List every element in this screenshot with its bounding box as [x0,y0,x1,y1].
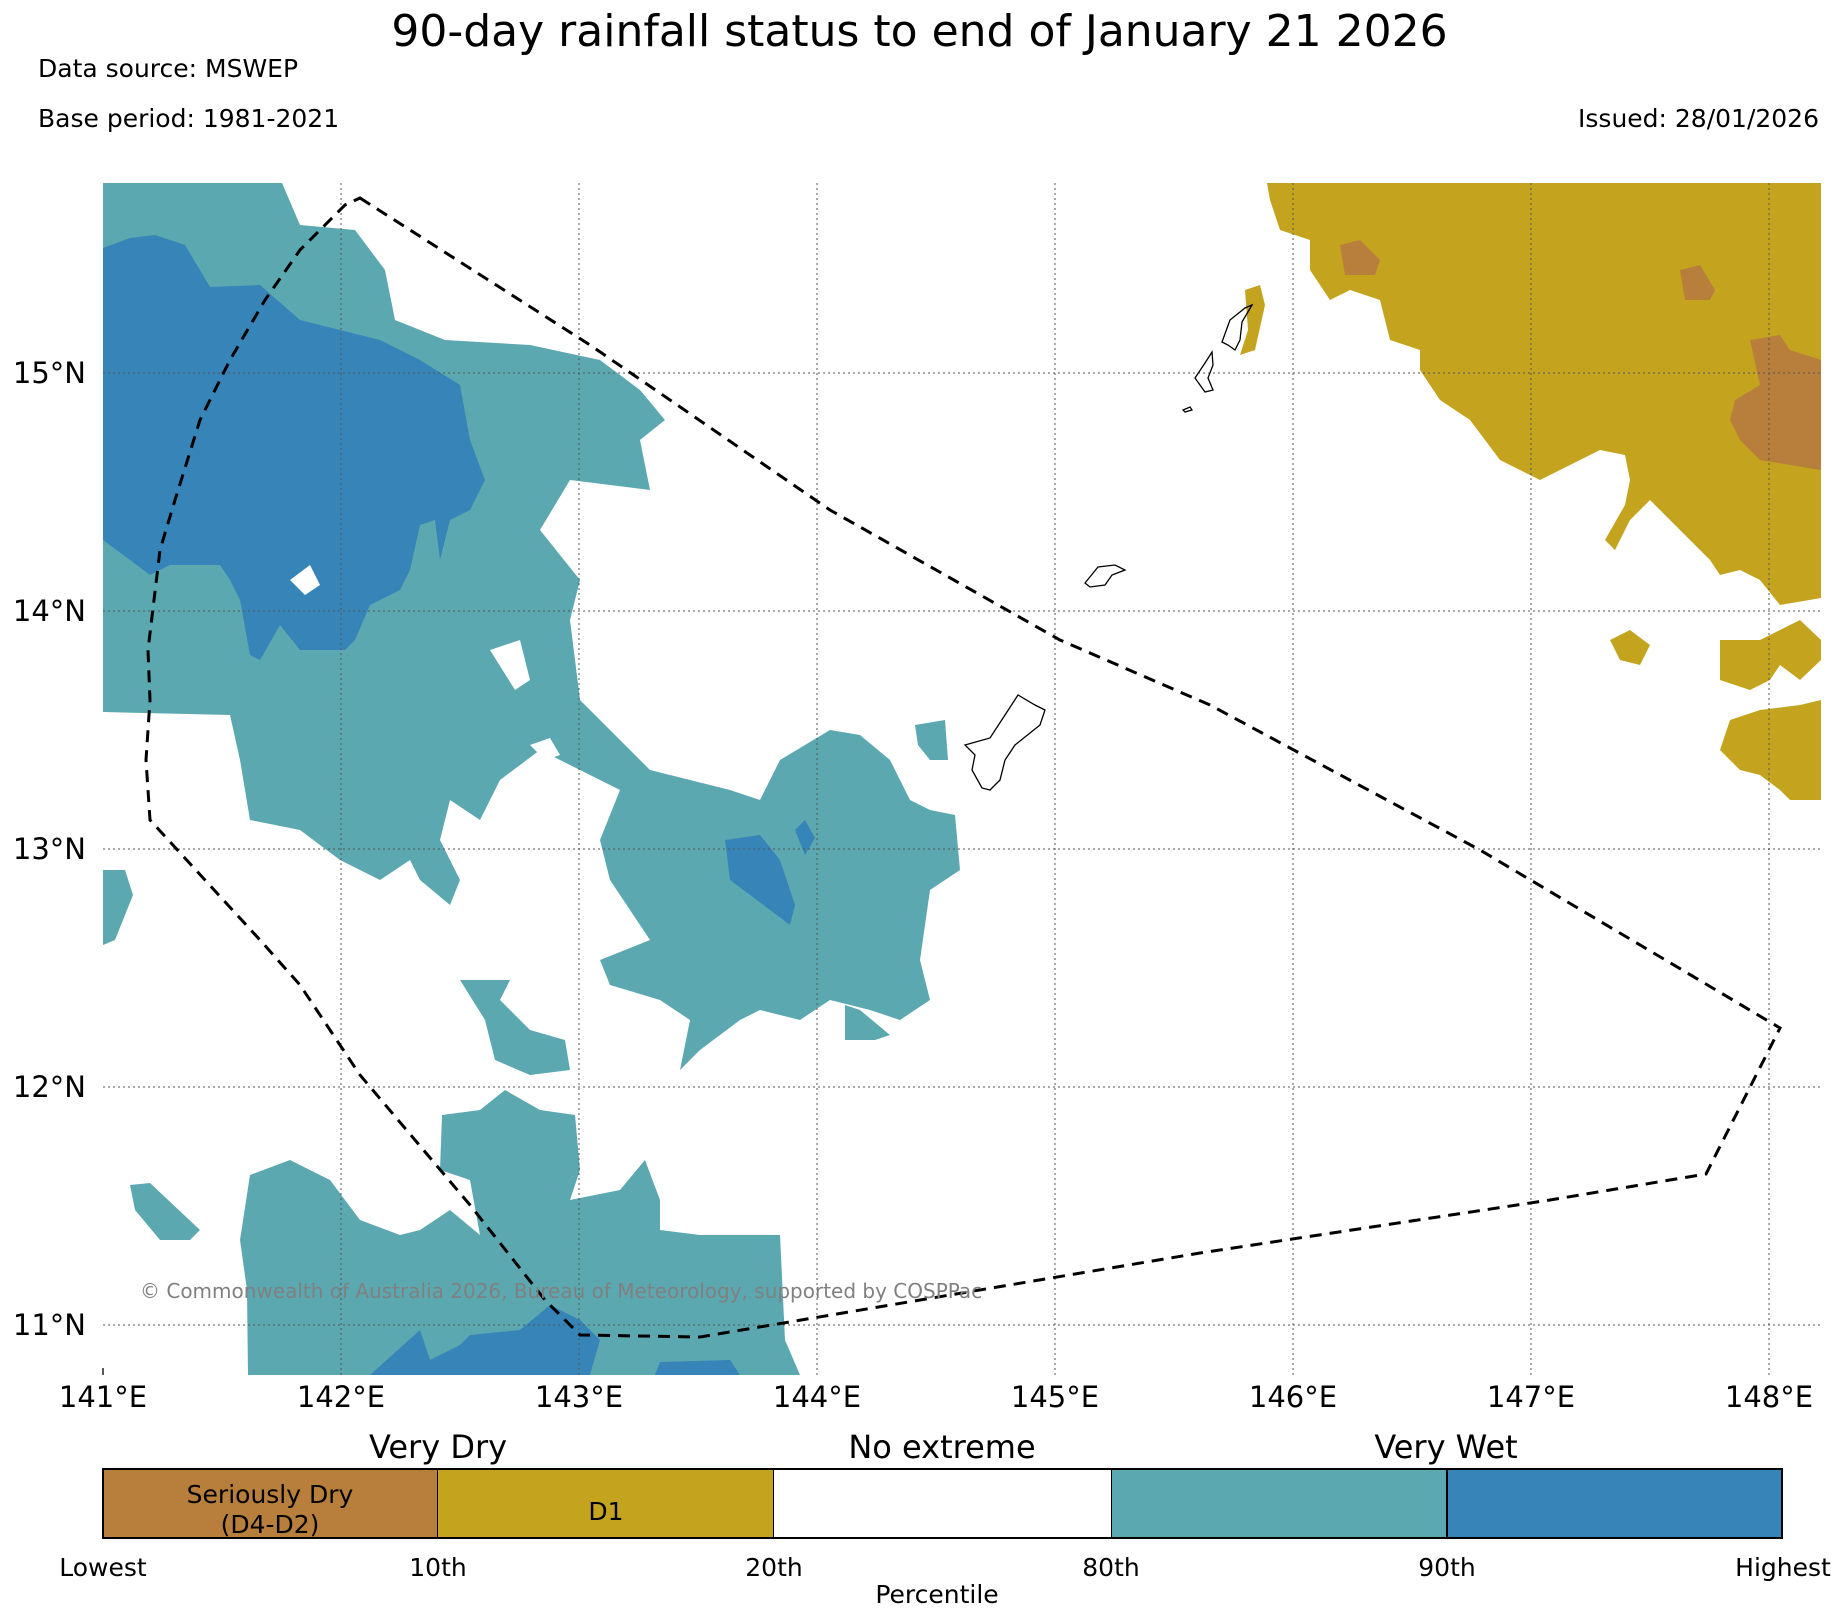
percentile-90th: 90th [1418,1553,1476,1582]
map-title: 90-day rainfall status to end of January… [391,6,1448,57]
issued-date-label: Issued: 28/01/2026 [1578,104,1819,133]
legend-label-seriously-dry: Seriously Dry (D4-D2) [187,1480,354,1540]
rainfall-map [102,183,1821,1375]
island-aguijan [1181,406,1194,413]
base-period-label: Base period: 1981-2021 [38,104,340,133]
legend-heading-no-extreme: No extreme [848,1428,1036,1466]
legend-label-d1: D1 [588,1497,624,1526]
seriously-dry-region-2 [1680,265,1715,300]
dry-region-east-mid [1720,620,1821,690]
legend-heading-very-dry: Very Dry [368,1428,508,1466]
x-tick-144e: 144°E [772,1380,862,1414]
dry-region-patch [1610,630,1650,665]
island-rota [1084,564,1127,588]
percentile-highest: Highest [1735,1553,1831,1582]
wet-region-south [240,1090,800,1375]
dry-region-east-low [1720,700,1821,800]
eez-boundary [144,196,1782,1339]
seriously-dry-region-3 [1730,335,1821,470]
percentile-80th: 80th [1082,1553,1140,1582]
no-extreme-hole-1 [490,640,530,690]
y-tick-11n: 11°N [12,1308,86,1342]
island-saipan [1221,303,1254,351]
y-tick-12n: 12°N [12,1070,86,1104]
percentile-lowest: Lowest [59,1553,147,1582]
legend-heading-very-wet: Very Wet [1374,1428,1518,1466]
x-tick-141e: 141°E [58,1380,148,1414]
legend-seg-no-extreme [774,1468,1111,1539]
x-tick-143e: 143°E [534,1380,624,1414]
percentile-axis-label: Percentile [875,1580,999,1609]
dry-region-island-west [1240,285,1265,355]
copyright-notice: © Commonwealth of Australia 2026, Bureau… [140,1279,983,1303]
x-tick-148e: 148°E [1724,1380,1814,1414]
wet-region-east-patch [915,720,948,760]
wet-region-east-south [845,1005,890,1040]
x-tick-147e: 147°E [1486,1380,1576,1414]
wet-region-small-west [103,870,133,945]
x-tick-145e: 145°E [1010,1380,1100,1414]
legend-seg-seriously-dry [102,1468,438,1539]
x-tick-142e: 142°E [296,1380,386,1414]
very-wet-region-northwest [103,235,485,660]
legend-seg-d1 [438,1468,774,1539]
legend-label-seriously-dry-line1: Seriously Dry [186,1480,354,1509]
data-source-label: Data source: MSWEP [38,54,299,83]
y-tick-14n: 14°N [12,594,86,628]
y-tick-15n: 15°N [12,356,86,390]
island-guam [963,694,1046,791]
wet-region-small-sw [130,1183,200,1240]
legend-label-seriously-dry-line2: (D4-D2) [220,1510,320,1539]
seriously-dry-region-1 [1340,240,1380,275]
no-extreme-hole-2 [530,738,560,760]
percentile-10th: 10th [409,1553,467,1582]
wet-region-islet [460,980,570,1075]
very-wet-region-center [725,835,795,925]
island-tinian [1194,350,1214,393]
x-tick-146e: 146°E [1248,1380,1338,1414]
legend-seg-very-wet-80 [1111,1468,1447,1539]
map-gridlines [103,183,1821,1375]
very-wet-region-south-east [655,1360,740,1375]
very-wet-region-south [370,1305,600,1375]
very-wet-region-dot [795,820,815,855]
dry-region-northeast [1267,183,1821,605]
no-extreme-hole-3 [290,565,320,595]
percentile-20th: 20th [745,1553,803,1582]
y-tick-13n: 13°N [12,832,86,866]
legend-seg-very-wet-90 [1447,1468,1783,1539]
